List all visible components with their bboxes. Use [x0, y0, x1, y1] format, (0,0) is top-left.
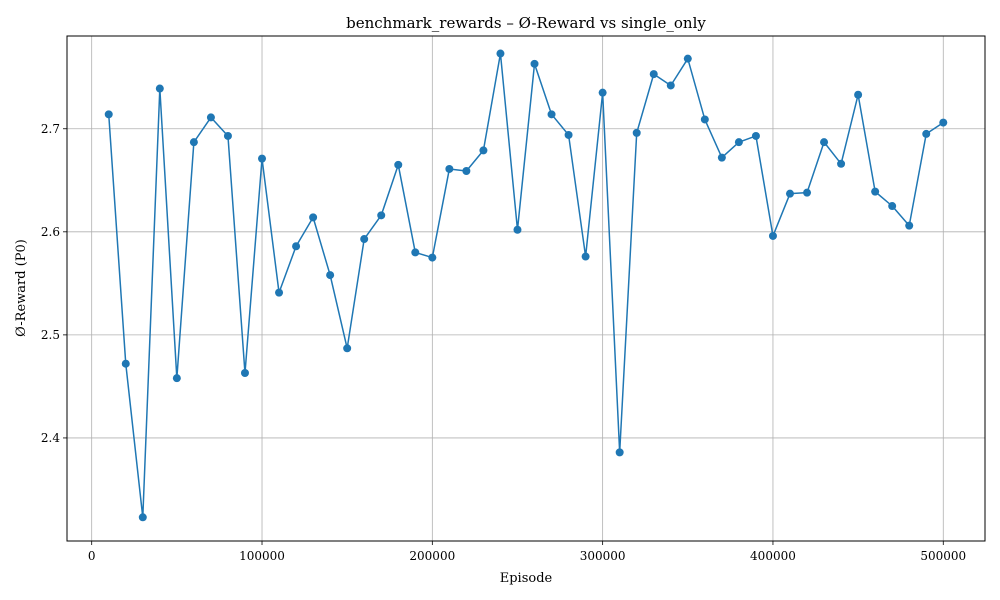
data-point: [598, 88, 607, 97]
data-point: [530, 59, 539, 68]
data-point: [104, 110, 113, 119]
data-point: [360, 235, 369, 244]
data-point: [445, 164, 454, 173]
data-point: [428, 253, 437, 262]
data-point: [547, 110, 556, 119]
data-point: [462, 167, 471, 176]
data-point: [189, 138, 198, 147]
data-point: [683, 54, 692, 63]
data-point: [615, 448, 624, 457]
x-tick-label: 0: [88, 549, 96, 563]
data-point: [138, 513, 147, 522]
data-point: [240, 369, 249, 378]
data-point: [496, 49, 505, 58]
data-point: [394, 160, 403, 169]
data-series: [104, 49, 948, 522]
data-point: [803, 188, 812, 197]
y-axis: 2.4 2.5 2.6 2.7: [41, 122, 67, 445]
data-point: [343, 344, 352, 353]
data-point: [258, 154, 267, 163]
data-point: [223, 131, 232, 140]
x-tick-label: 400000: [750, 549, 796, 563]
data-point: [206, 113, 215, 122]
data-point: [939, 118, 948, 127]
data-point: [717, 153, 726, 162]
data-point: [121, 359, 130, 368]
data-point: [871, 187, 880, 196]
data-point: [172, 374, 181, 383]
data-point: [837, 159, 846, 168]
data-point: [292, 242, 301, 251]
chart-title: benchmark_rewards – Ø-Reward vs single_o…: [346, 14, 706, 32]
y-tick-label: 2.6: [41, 225, 60, 239]
data-point: [854, 90, 863, 99]
x-tick-label: 500000: [920, 549, 966, 563]
x-tick-label: 300000: [580, 549, 626, 563]
data-point: [275, 288, 284, 297]
data-point: [820, 138, 829, 147]
y-tick-label: 2.5: [41, 328, 60, 342]
data-point: [326, 271, 335, 280]
data-point: [768, 231, 777, 240]
plot-frame: [66, 35, 986, 542]
data-point: [479, 146, 488, 155]
data-point: [377, 211, 386, 220]
data-point: [309, 213, 318, 222]
data-point: [666, 81, 675, 90]
data-point: [905, 221, 914, 230]
x-tick-label: 200000: [409, 549, 455, 563]
data-point: [513, 225, 522, 234]
y-tick-label: 2.7: [41, 122, 60, 136]
data-point: [564, 130, 573, 139]
x-tick-label: 100000: [239, 549, 285, 563]
y-axis-label: Ø-Reward (P0): [14, 239, 29, 337]
data-point: [734, 138, 743, 147]
data-point: [581, 252, 590, 261]
data-point: [922, 129, 931, 138]
data-point: [785, 189, 794, 198]
x-axis: 0 100000 200000 300000 400000 500000: [88, 541, 966, 563]
x-axis-label: Episode: [500, 571, 553, 586]
y-tick-label: 2.4: [41, 431, 60, 445]
data-point: [649, 70, 658, 79]
data-point: [888, 202, 897, 211]
data-point: [700, 115, 709, 124]
data-point: [632, 128, 641, 137]
data-point: [411, 248, 420, 257]
data-point: [155, 84, 164, 93]
data-point: [751, 131, 760, 140]
